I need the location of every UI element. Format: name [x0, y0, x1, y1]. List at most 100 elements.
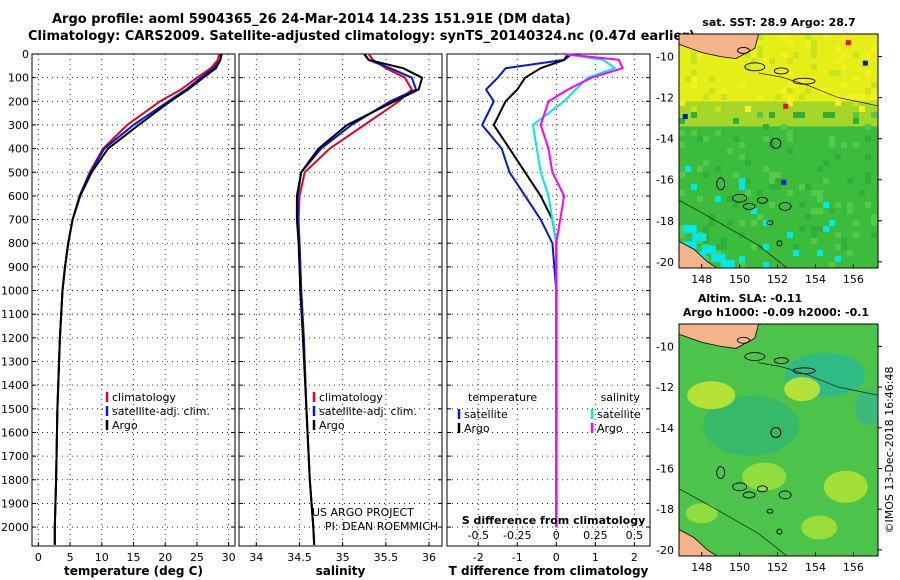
temperature-x-tick-label: 25: [190, 551, 204, 564]
sst-map-cell: [691, 52, 697, 58]
sst-map-cell: [751, 52, 757, 58]
sst-map-cell: [817, 196, 823, 202]
sst-map-cell: [709, 220, 715, 226]
sst-map-cell: [715, 130, 721, 136]
sst-map-cell: [697, 196, 703, 202]
sst-map-cell: [853, 142, 859, 148]
sst-map-cell: [817, 226, 823, 232]
sst-map-cell: [859, 94, 865, 100]
chart-title-line1: Argo profile: aoml 5904365_26 24-Mar-201…: [52, 12, 571, 27]
sst-map-spot: [781, 179, 787, 185]
sst-map-cell: [865, 154, 871, 160]
project-annotation-line1: US ARGO PROJECT: [312, 506, 414, 519]
salinity-frame: [238, 53, 443, 547]
sst-map-cell: [691, 82, 697, 88]
sst-map-cell: [865, 172, 871, 178]
y-tick-label: 1400: [1, 379, 29, 392]
sst-map-cell: [823, 178, 829, 184]
y-tick-label: 1300: [1, 356, 29, 369]
sst-map-cell: [829, 112, 835, 118]
sst-map-x-tick-label: 156: [843, 273, 864, 286]
sst-map-cell: [787, 58, 793, 64]
sst-map-cell: [769, 202, 775, 208]
sst-map-cell: [781, 34, 787, 40]
sst-map-secondary-marker: [776, 240, 783, 247]
sst-map-cell: [739, 82, 745, 88]
sst-map-cell: [811, 190, 817, 196]
y-tick-label: 100: [8, 72, 29, 85]
difference-legend-entry: satellite: [597, 408, 641, 421]
sst-map-cell: [847, 202, 853, 208]
sst-map-cell: [715, 166, 721, 172]
sst-map-content: [679, 34, 878, 268]
sst-map-cell: [871, 82, 877, 88]
sst-map-cell: [811, 232, 817, 238]
sla-map-sla-blob: [703, 395, 800, 456]
sst-map-cell: [865, 136, 871, 142]
sst-map-cell: [871, 112, 877, 118]
y-tick-label: 400: [8, 143, 29, 156]
difference-x-tick-label: 2: [631, 551, 638, 564]
y-tick-label: 1100: [1, 308, 29, 321]
difference-secondary-tick-label: 0.5: [626, 529, 644, 542]
sst-map-cell: [775, 184, 781, 190]
sst-map-cell: [679, 100, 685, 106]
sst-map-cell: [763, 220, 769, 226]
sst-map-cell: [751, 220, 757, 226]
sst-map-cell: [853, 76, 859, 82]
sst-map-cell: [829, 136, 835, 142]
sst-map-x-tick-label: 150: [729, 273, 750, 286]
sst-map-cell: [835, 154, 841, 160]
sla-map-sla-blob: [854, 389, 878, 426]
sst-map-cell: [787, 88, 793, 94]
sst-map-cell: [715, 250, 721, 256]
salinity-legend-entry: Argo: [319, 419, 345, 432]
y-tick-label: 1700: [1, 450, 29, 463]
sst-map-cell: [781, 52, 787, 58]
sst-map-island-outline: [766, 220, 774, 226]
sst-map-cell: [835, 232, 841, 238]
sst-map-cell: [679, 130, 685, 136]
sst-map-cell: [835, 100, 841, 106]
sla-map-island-outline: [742, 491, 756, 499]
sst-map-cell: [787, 148, 793, 154]
sla-map-contour-line: [679, 488, 788, 556]
salinity-panel: 34 34.5 35 35.5 36 salinity: [238, 53, 443, 578]
sst-map-cell: [829, 70, 835, 76]
sst-map-cell: [871, 220, 877, 226]
difference-series-satellite: [481, 53, 573, 528]
sst-map-cell: [811, 238, 817, 244]
y-tick-label: 1800: [1, 474, 29, 487]
sst-map-cell: [865, 52, 871, 58]
sst-map-cell: [733, 136, 739, 142]
sst-map-cell: [847, 208, 853, 214]
sst-map-cell: [811, 226, 817, 232]
sst-map-cell: [835, 256, 841, 262]
sst-map-cell: [691, 130, 697, 136]
sla-map-x-tick-label: 148: [691, 561, 712, 574]
difference-series-argo_salinity: [539, 53, 624, 528]
sst-map-cell: [835, 202, 841, 208]
y-tick-label: 600: [8, 190, 29, 203]
sla-map-y-tick-label: -10: [656, 340, 674, 353]
sst-map-cell: [841, 244, 847, 250]
sst-map-cell: [859, 190, 865, 196]
sst-map-cell: [763, 58, 769, 64]
sst-map-cell: [703, 94, 709, 100]
sst-map-cell: [793, 112, 799, 118]
sst-map-cell: [703, 172, 709, 178]
sst-map-cyan-patch: [682, 224, 697, 233]
sst-map-cell: [751, 58, 757, 64]
sst-map-island-outline: [778, 201, 792, 211]
sst-map-cell: [853, 118, 859, 124]
y-tick-label: 500: [8, 166, 29, 179]
salinity-x-tick-label: 34: [249, 551, 263, 564]
sst-map-cell: [733, 118, 739, 124]
sla-map-island-outline: [716, 466, 726, 480]
sst-map-cell: [841, 238, 847, 244]
sla-map-sla-blob: [687, 381, 736, 410]
sst-map-cell: [787, 100, 793, 106]
chart-title-line2: Climatology: CARS2009. Satellite-adjuste…: [28, 29, 695, 44]
salinity-series-argo: [295, 53, 424, 545]
sst-map-cell: [745, 52, 751, 58]
